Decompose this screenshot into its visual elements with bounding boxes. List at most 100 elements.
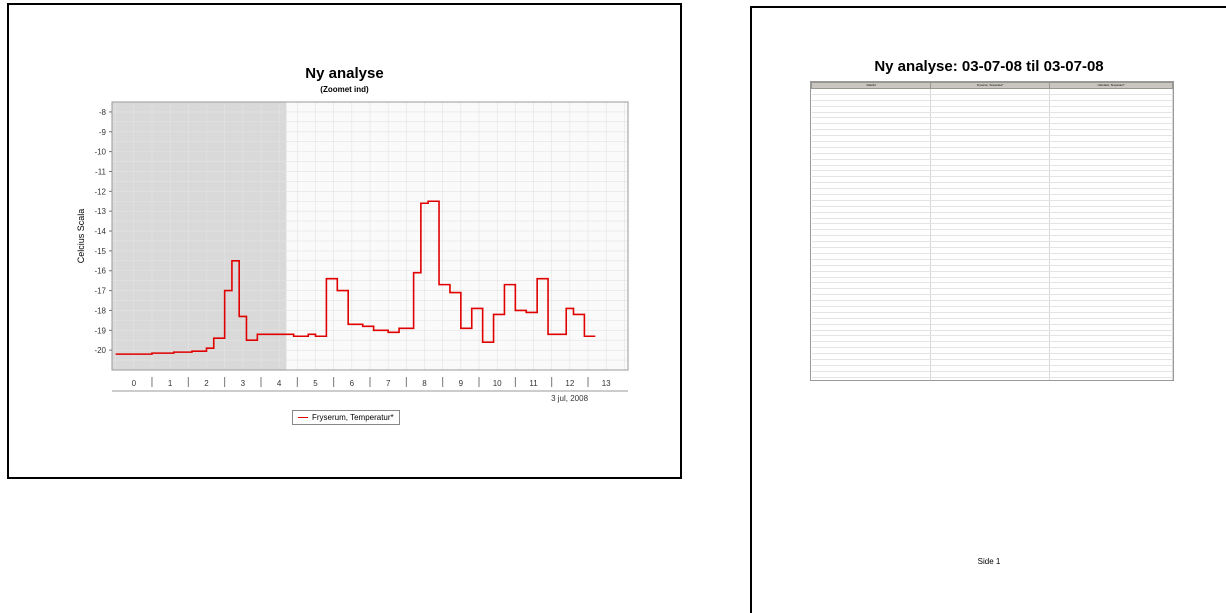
table-row [811,194,1173,201]
table-cell [811,259,932,266]
table-cell [1049,271,1173,278]
table-cell [930,206,1051,213]
table-cell [811,371,932,378]
table-cell [930,294,1051,302]
x-tick-label: 0 [132,379,137,388]
table-row [811,347,1173,355]
table-cell [1049,153,1173,160]
y-tick-label: -17 [94,287,106,296]
y-tick-label: -10 [94,148,106,157]
table-cell [930,353,1051,360]
table-cell [1049,306,1173,313]
chart-panel: Ny analyse (Zoomet ind) -8 -9 -10 -11 -12 -13… [7,3,682,479]
table-cell [930,335,1051,343]
table-cell [930,277,1051,284]
table-row [811,235,1173,243]
x-tick-label: 2 [204,379,209,388]
table-row [811,100,1173,107]
temperature-chart: -8-9-10-11-12-13-14-15-16-17-18-19-200 1 2… [76,101,629,403]
table-cell [811,347,932,355]
table-cell [811,88,932,95]
table-cell [1049,282,1173,290]
table-cell [811,324,932,331]
table-cell [1049,129,1173,137]
x-tick-label: 1 [168,379,173,388]
table-row [811,247,1173,254]
table-cell [811,365,932,372]
table-row [811,318,1173,325]
table-row [811,229,1173,237]
table-cell [1049,88,1173,95]
table-row [811,288,1173,296]
table-cell [930,371,1051,378]
table-cell [930,88,1051,95]
table-cell [811,94,932,101]
table-cell [1049,353,1173,360]
table-cell [811,182,932,190]
table-cell [930,170,1051,178]
table-row [811,88,1173,95]
table-cell [930,176,1051,184]
table-cell [1049,324,1173,331]
table-cell [1049,223,1173,231]
table-row [811,253,1173,260]
table-cell [811,176,932,184]
column-header-udendors: Udendørs, Temperatur* [1049,82,1173,89]
table-cell [811,341,932,349]
y-tick-label: -9 [99,128,107,137]
table-cell [811,377,932,380]
table-cell [930,359,1051,366]
table-cell [1049,294,1173,302]
chart-subtitle: (Zoomet ind) [320,85,369,94]
table-cell [930,241,1051,249]
table-cell [930,135,1051,143]
table-cell [811,212,932,219]
table-row [811,300,1173,307]
x-tick-label: 7 [386,379,391,388]
table-cell [811,318,932,325]
column-header-fryserum: Fryserum, Temperatur* [930,82,1051,89]
table-cell [1049,112,1173,119]
table-cell [930,288,1051,296]
chart-title: Ny analyse [305,65,384,82]
table-cell [811,165,932,172]
table-cell [811,135,932,143]
table-row [811,341,1173,349]
table-cell [1049,94,1173,101]
table-row [811,306,1173,313]
table-cell [1049,241,1173,249]
table-row [811,294,1173,302]
x-tick-label: 9 [459,379,464,388]
table-cell [1049,159,1173,166]
table-cell [811,129,932,137]
shaded-region [112,102,287,370]
table-cell [811,235,932,243]
table-cell [1049,100,1173,107]
table-row [811,259,1173,266]
table-cell [930,212,1051,219]
table-row [811,365,1173,372]
table-cell [930,159,1051,166]
table-cell [1049,265,1173,272]
table-cell [811,117,932,125]
table-cell [930,300,1051,307]
table-cell [1049,218,1173,225]
table-cell [930,341,1051,349]
table-cell [930,282,1051,290]
table-row [811,377,1173,380]
table-cell [811,306,932,313]
table-cell [1049,194,1173,201]
x-tick-label: 12 [565,379,574,388]
table-cell [930,129,1051,137]
table-cell [811,159,932,166]
x-date-label: 3 jul, 2008 [551,394,588,403]
y-tick-label: -8 [99,108,107,117]
table-cell [1049,335,1173,343]
legend-swatch [298,417,308,418]
table-cell [930,112,1051,119]
table-cell [930,312,1051,319]
table-cell [811,288,932,296]
table-cell [811,253,932,260]
y-tick-label: -12 [94,187,106,196]
table-row [811,188,1173,196]
